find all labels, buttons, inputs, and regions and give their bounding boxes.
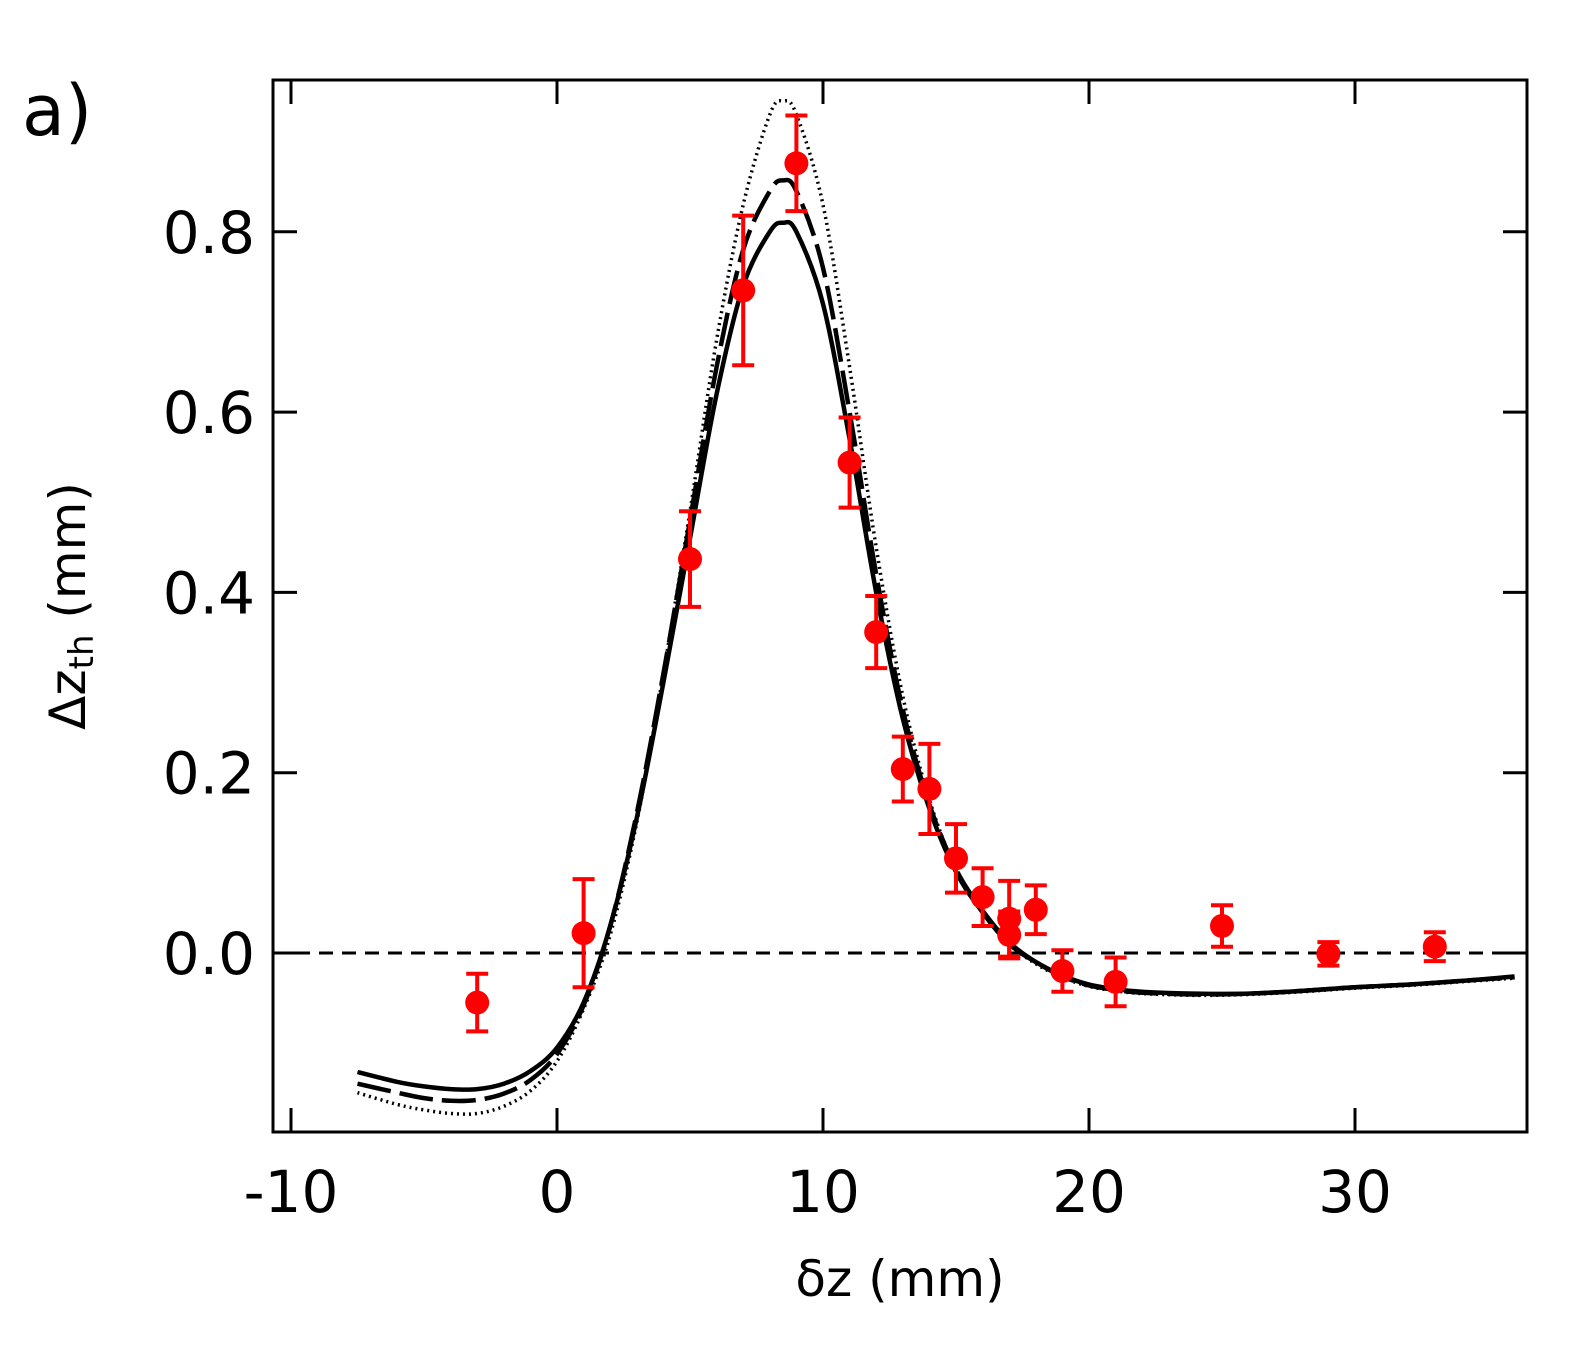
y-tick-label: 0.8: [163, 199, 255, 267]
data-point: [465, 974, 489, 1032]
data-marker: [784, 151, 808, 175]
data-marker: [1210, 914, 1234, 938]
curve-solid: [358, 222, 1515, 1090]
data-marker: [465, 991, 489, 1015]
data-marker: [917, 777, 941, 801]
x-tick-label: -10: [244, 1158, 339, 1226]
x-tick-label: 0: [539, 1158, 576, 1226]
data-marker: [1423, 935, 1447, 959]
data-marker: [1050, 959, 1074, 983]
y-axis-ticks: 0.0 0.2 0.4 0.6 0.8: [163, 199, 1527, 988]
data-marker: [891, 757, 915, 781]
data-marker: [944, 846, 968, 870]
y-tick-label: 0.4: [163, 559, 255, 627]
data-point: [997, 881, 1021, 957]
data-marker: [1024, 898, 1048, 922]
data-marker: [1104, 970, 1128, 994]
x-tick-label: 10: [786, 1158, 860, 1226]
x-tick-label: 20: [1052, 1158, 1126, 1226]
y-axis-title: Δzth (mm): [39, 482, 102, 730]
data-marker: [838, 451, 862, 475]
plot-frame: [273, 80, 1527, 1132]
data-point: [1050, 950, 1074, 991]
x-tick-label: 30: [1318, 1158, 1392, 1226]
curve-dashed: [358, 180, 1515, 1101]
data-marker: [572, 921, 596, 945]
data-points: [465, 116, 1447, 1032]
data-point: [1423, 932, 1447, 961]
curve-dotted: [358, 101, 1515, 1114]
data-marker: [971, 885, 995, 909]
model-curves: [358, 101, 1515, 1114]
data-point: [1210, 905, 1234, 946]
data-point: [971, 868, 995, 926]
data-marker: [1316, 942, 1340, 966]
y-axis-title-main: Δz: [39, 669, 97, 729]
chart: a) -10 0 10 20 30 0.0 0.2 0.4 0.6 0.8 δz (mm) Δz…: [0, 0, 1571, 1360]
y-tick-label: 0.2: [163, 740, 255, 808]
data-marker: [731, 278, 755, 302]
data-point: [1024, 885, 1048, 934]
data-point: [784, 116, 808, 212]
data-point: [917, 744, 941, 834]
x-axis-title: δz (mm): [795, 1250, 1004, 1308]
data-point: [1316, 942, 1340, 966]
data-marker: [997, 907, 1021, 931]
y-tick-label: 0.6: [163, 379, 255, 447]
data-point: [731, 216, 755, 366]
data-point: [572, 879, 596, 987]
panel-label: a): [22, 70, 92, 152]
data-marker: [678, 547, 702, 571]
data-point: [864, 596, 888, 668]
data-point: [1104, 958, 1128, 1007]
y-tick-label: 0.0: [163, 920, 255, 988]
y-axis-title-subscript: th: [62, 634, 102, 669]
y-axis-title-unit: (mm): [39, 482, 97, 634]
data-marker: [864, 620, 888, 644]
